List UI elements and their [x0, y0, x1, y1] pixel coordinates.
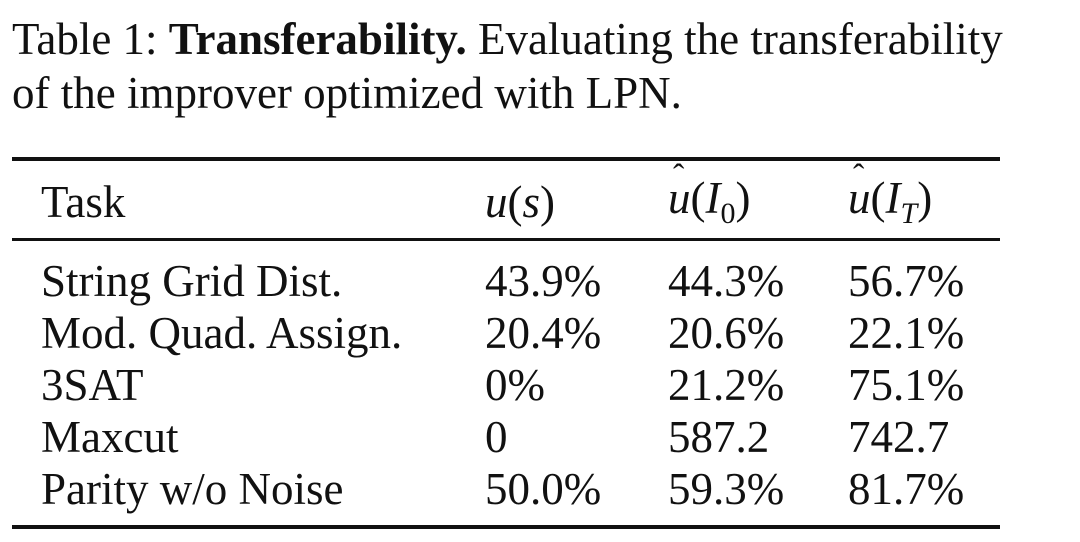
cell-u-hat-i0: 21.2%	[668, 359, 785, 410]
table-row: Mod. Quad. Assign. 20.4% 20.6% 22.1%	[12, 307, 1000, 359]
cell-u-hat-it: 56.7%	[848, 255, 965, 306]
cell-u-s: 20.4%	[485, 307, 602, 358]
caption-bold-title: Transferability.	[168, 14, 467, 64]
cell-task: Maxcut	[41, 411, 179, 462]
table-row: Maxcut 0 587.2 742.7	[12, 411, 1000, 463]
caption-line-1: Table 1: Transferability. Evaluating the…	[12, 12, 1072, 66]
cell-task: String Grid Dist.	[41, 255, 343, 306]
cell-u-hat-it: 75.1%	[848, 359, 965, 410]
table-row: Parity w/o Noise 50.0% 59.3% 81.7%	[12, 463, 1000, 525]
cell-u-hat-i0: 59.3%	[668, 463, 785, 514]
table-header-row: Task u(s) u(I0) u(IT)	[12, 158, 1000, 238]
cell-u-hat-i0: 587.2	[668, 411, 770, 462]
table-top-rule	[12, 157, 1000, 161]
table-row: 3SAT 0% 21.2% 75.1%	[12, 359, 1000, 411]
cell-task: Parity w/o Noise	[41, 463, 344, 514]
cell-u-hat-it: 742.7	[848, 411, 950, 462]
cell-u-hat-it: 81.7%	[848, 463, 965, 514]
cell-u-s: 0	[485, 411, 508, 462]
cell-u-s: 50.0%	[485, 463, 602, 514]
caption-label: Table 1:	[12, 14, 158, 64]
cell-task: 3SAT	[41, 359, 144, 410]
caption-text-line-1: Evaluating the transferability	[477, 14, 1003, 64]
cell-task: Mod. Quad. Assign.	[41, 307, 403, 358]
header-u-hat-i0: u(I0)	[668, 158, 848, 238]
cell-u-hat-i0: 20.6%	[668, 307, 785, 358]
cell-u-hat-i0: 44.3%	[668, 255, 785, 306]
cell-u-s: 43.9%	[485, 255, 602, 306]
table-row: String Grid Dist. 43.9% 44.3% 56.7%	[12, 241, 1000, 307]
header-task: Task	[41, 176, 126, 227]
table-caption: Table 1: Transferability. Evaluating the…	[12, 12, 1072, 120]
table-header-rule	[12, 238, 1000, 241]
header-u-hat-it: u(IT)	[848, 158, 1000, 238]
results-table: Task u(s) u(I0) u(IT) String Grid Dist. …	[12, 157, 1000, 529]
caption-line-2: of the improver optimized with LPN.	[12, 68, 682, 118]
table-bottom-rule	[12, 524, 1000, 529]
header-u-s: u(s)	[485, 176, 556, 227]
cell-u-hat-it: 22.1%	[848, 307, 965, 358]
cell-u-s: 0%	[485, 359, 545, 410]
